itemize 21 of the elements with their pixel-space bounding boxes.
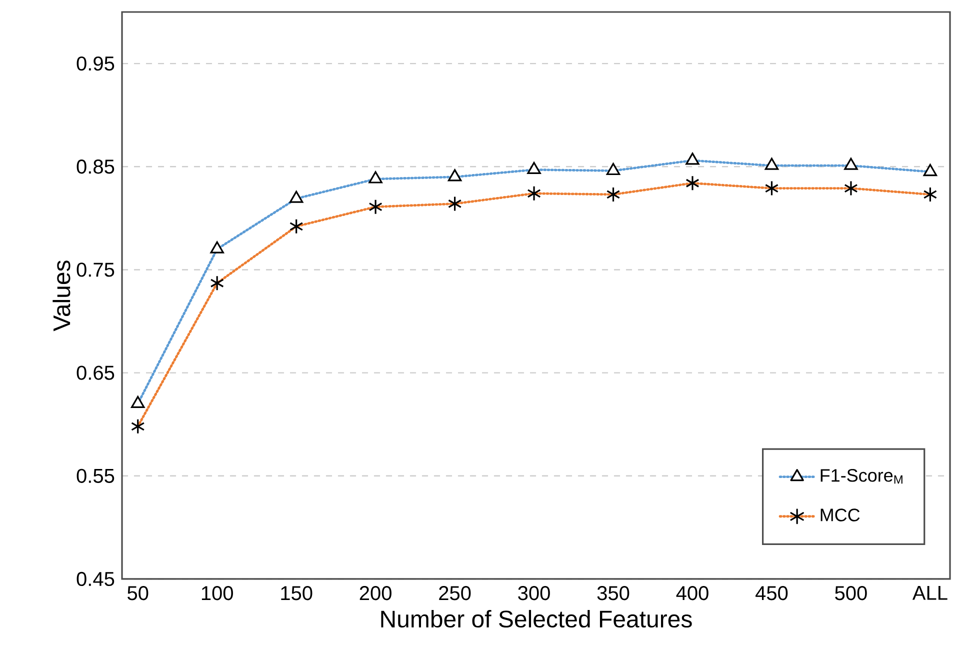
x-tick-label: 100 [202,586,233,600]
x-tick-label: ALL [912,586,948,600]
x-tick-label: 200 [360,586,392,600]
x-tick-label: 250 [439,586,471,600]
x-tick-label: 350 [597,586,630,600]
x-tick-label: 500 [835,586,867,600]
y-tick-label: 0.45 [76,572,114,586]
y-tick-label: 0.75 [76,262,114,277]
y-tick-label: 0.95 [76,56,114,71]
x-tick-label: 150 [281,586,312,600]
x-tick-label: 450 [756,586,788,600]
x-tick-label: 400 [676,586,708,600]
y-tick-label: 0.65 [76,366,114,380]
y-axis-title: Values [52,260,70,332]
x-tick-label: 50 [128,586,148,600]
y-tick-label: 0.55 [76,468,114,483]
x-axis-title: Number of Selected Features [381,610,692,628]
x-tick-label: 300 [518,586,550,600]
legend-label: F1-Score$_{M}$ [820,469,902,484]
legend-label: MCC [820,508,860,522]
y-tick-label: 0.85 [76,160,114,174]
